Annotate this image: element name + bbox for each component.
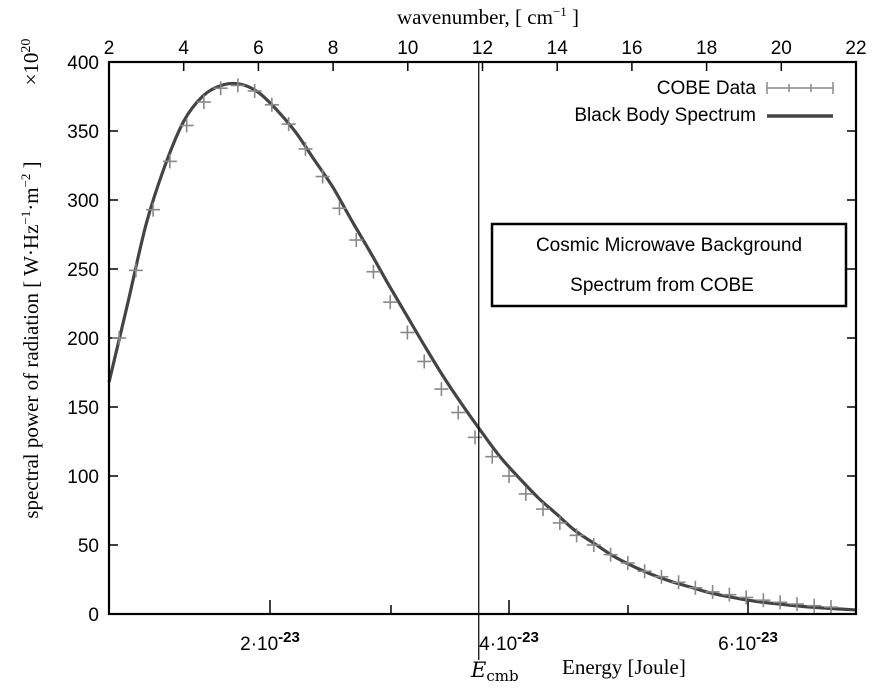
legend-label-cobe-data: COBE Data — [657, 78, 757, 99]
cobe-data-point — [315, 169, 330, 184]
cobe-data-point — [366, 264, 381, 279]
cobe-data-point — [146, 202, 161, 217]
bottom-tick-label: 6·10-23 — [718, 629, 778, 655]
cobe-data-point — [586, 538, 601, 552]
cobe-data-point — [569, 528, 584, 543]
top-tick-label: 8 — [328, 38, 339, 59]
top-tick-label: 4 — [178, 38, 189, 59]
bottom-tick-label: 2·10-23 — [240, 629, 300, 655]
cobe-data-point — [434, 382, 449, 397]
top-axis-title: wavenumber, [ cm−1 ] — [397, 4, 579, 29]
cobe-data-point — [230, 78, 245, 93]
legend-symbol-errorbar — [766, 82, 834, 94]
cobe-data-point — [179, 118, 194, 133]
left-tick-label: 150 — [67, 398, 99, 419]
left-axis-multiplier: ×1020 — [19, 39, 43, 86]
cobe-data-point — [518, 486, 533, 501]
cobe-data-point — [332, 201, 347, 216]
top-tick-label: 14 — [547, 38, 569, 59]
left-tick-label: 250 — [67, 260, 99, 281]
cobe-data-point — [807, 598, 822, 613]
cobe-data-point — [756, 593, 771, 608]
cobe-data-point — [349, 233, 364, 248]
left-tick-label: 400 — [67, 53, 99, 74]
cobe-data-point — [383, 295, 398, 310]
legend-label-black-body: Black Body Spectrum — [574, 105, 756, 126]
left-tick-label: 200 — [67, 329, 99, 350]
bottom-tick-label: 4·10-23 — [479, 629, 539, 655]
cobe-data-point — [688, 580, 703, 595]
cobe-data-point — [298, 141, 313, 156]
cobe-data-point — [823, 600, 838, 615]
cobe-data-point — [789, 597, 804, 612]
top-tick-label: 6 — [253, 38, 264, 59]
cobe-data-point — [739, 590, 754, 605]
cobe-data-point — [196, 95, 211, 110]
top-tick-label: 10 — [397, 38, 418, 59]
cobe-data-point — [637, 564, 652, 579]
top-tick-label: 2 — [104, 38, 115, 59]
annotation-box: Cosmic Microwave Background Spectrum fro… — [490, 222, 848, 308]
cobe-data-point — [485, 449, 500, 464]
left-tick-label: 300 — [67, 191, 99, 212]
cobe-data-point — [773, 595, 788, 610]
cobe-data-point — [417, 354, 432, 369]
cobe-data-point — [552, 515, 567, 530]
cobe-data-point — [468, 430, 483, 445]
left-tick-label: 0 — [88, 605, 99, 626]
cobe-data-point — [247, 83, 262, 98]
top-tick-label: 18 — [696, 38, 717, 59]
cobe-data-point — [281, 117, 296, 132]
top-tick-label: 20 — [771, 38, 792, 59]
legend: COBE Data Black Body Spectrum — [574, 78, 834, 126]
annotation-line-1: Cosmic Microwave Background — [536, 235, 802, 256]
black-body-curve — [107, 81, 857, 612]
cobe-data-point — [502, 469, 517, 483]
cobe-data-point — [162, 154, 177, 169]
cobe-data-point — [603, 547, 618, 562]
ecmb-label: Ecmb — [470, 658, 519, 685]
top-tick-label: 22 — [845, 38, 866, 59]
cobe-data-point — [654, 569, 669, 584]
bottom-axis-title: Energy [Joule] — [562, 655, 686, 679]
cobe-data-point — [536, 502, 551, 517]
cobe-data-point — [722, 587, 737, 602]
left-tick-label: 100 — [67, 467, 99, 488]
cobe-data-point — [400, 325, 415, 340]
cobe-data-point — [671, 575, 686, 590]
left-axis-title: spectral power of radiation [ W·Hz−1·m−2… — [18, 161, 43, 518]
top-tick-label: 16 — [621, 38, 642, 59]
cobe-data-point — [128, 263, 143, 278]
left-tick-label: 350 — [67, 122, 99, 143]
left-tick-label: 50 — [78, 536, 99, 557]
cobe-data-point — [112, 331, 127, 345]
cobe-data-point — [705, 584, 720, 599]
top-tick-label: 12 — [472, 38, 493, 59]
cobe-data-point — [620, 555, 635, 570]
cobe-data-point — [451, 405, 466, 420]
cobe-data-point — [264, 97, 279, 112]
plot-frame — [107, 60, 858, 616]
annotation-line-2: Spectrum from COBE — [570, 275, 754, 296]
cobe-data-point — [213, 81, 228, 96]
